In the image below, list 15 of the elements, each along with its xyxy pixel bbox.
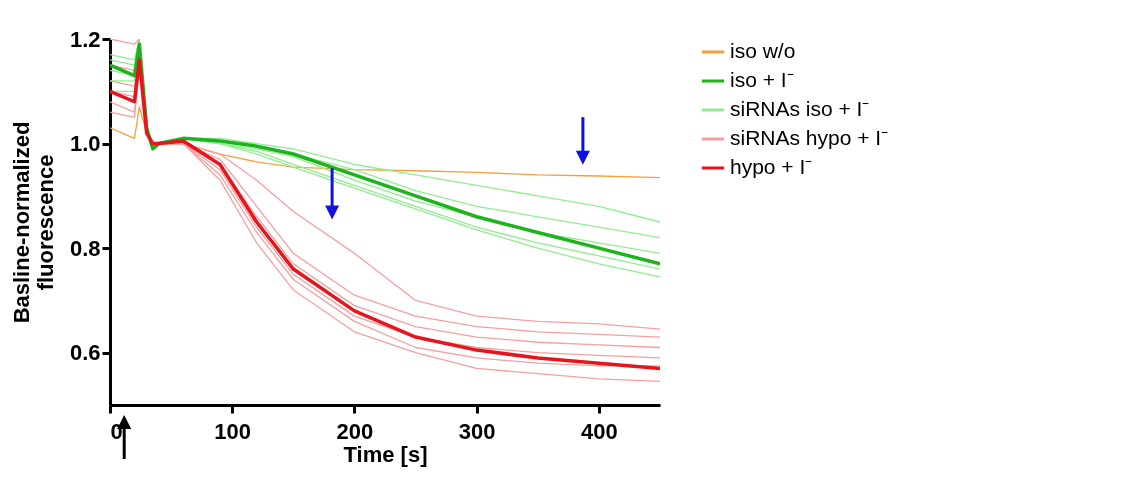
x-tick-label: 200 xyxy=(336,418,374,444)
y-tick-label: 1.0 xyxy=(69,131,101,157)
x-tick-label: 400 xyxy=(581,418,618,444)
y-tick-label: 0.6 xyxy=(69,340,101,366)
y-axis-title: Basline-normalized fluorescence xyxy=(8,121,58,324)
x-axis-title: Time [s] xyxy=(343,441,428,467)
legend-label: siRNAs iso + I⁻ xyxy=(730,97,870,120)
x-tick-label: 100 xyxy=(214,418,252,444)
y-tick-label: 1.2 xyxy=(69,26,101,52)
x-tick-label: 300 xyxy=(458,418,496,444)
legend-label: hypo + I⁻ xyxy=(730,155,813,178)
legend-label: iso w/o xyxy=(730,39,796,62)
legend-label: iso + I⁻ xyxy=(730,68,794,91)
legend-label: siRNAs hypo + I⁻ xyxy=(730,126,889,149)
y-tick-label: 0.8 xyxy=(69,235,101,261)
